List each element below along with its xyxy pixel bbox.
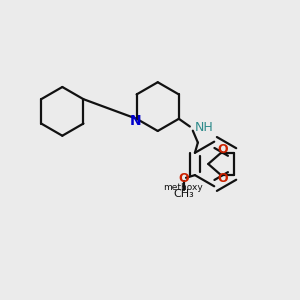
Text: N: N [130,114,142,128]
Text: CH₃: CH₃ [173,188,194,199]
Text: methoxy: methoxy [163,183,203,192]
Text: O: O [178,172,189,185]
Text: O: O [217,172,227,184]
Text: NH: NH [194,121,213,134]
Text: O: O [217,143,227,156]
